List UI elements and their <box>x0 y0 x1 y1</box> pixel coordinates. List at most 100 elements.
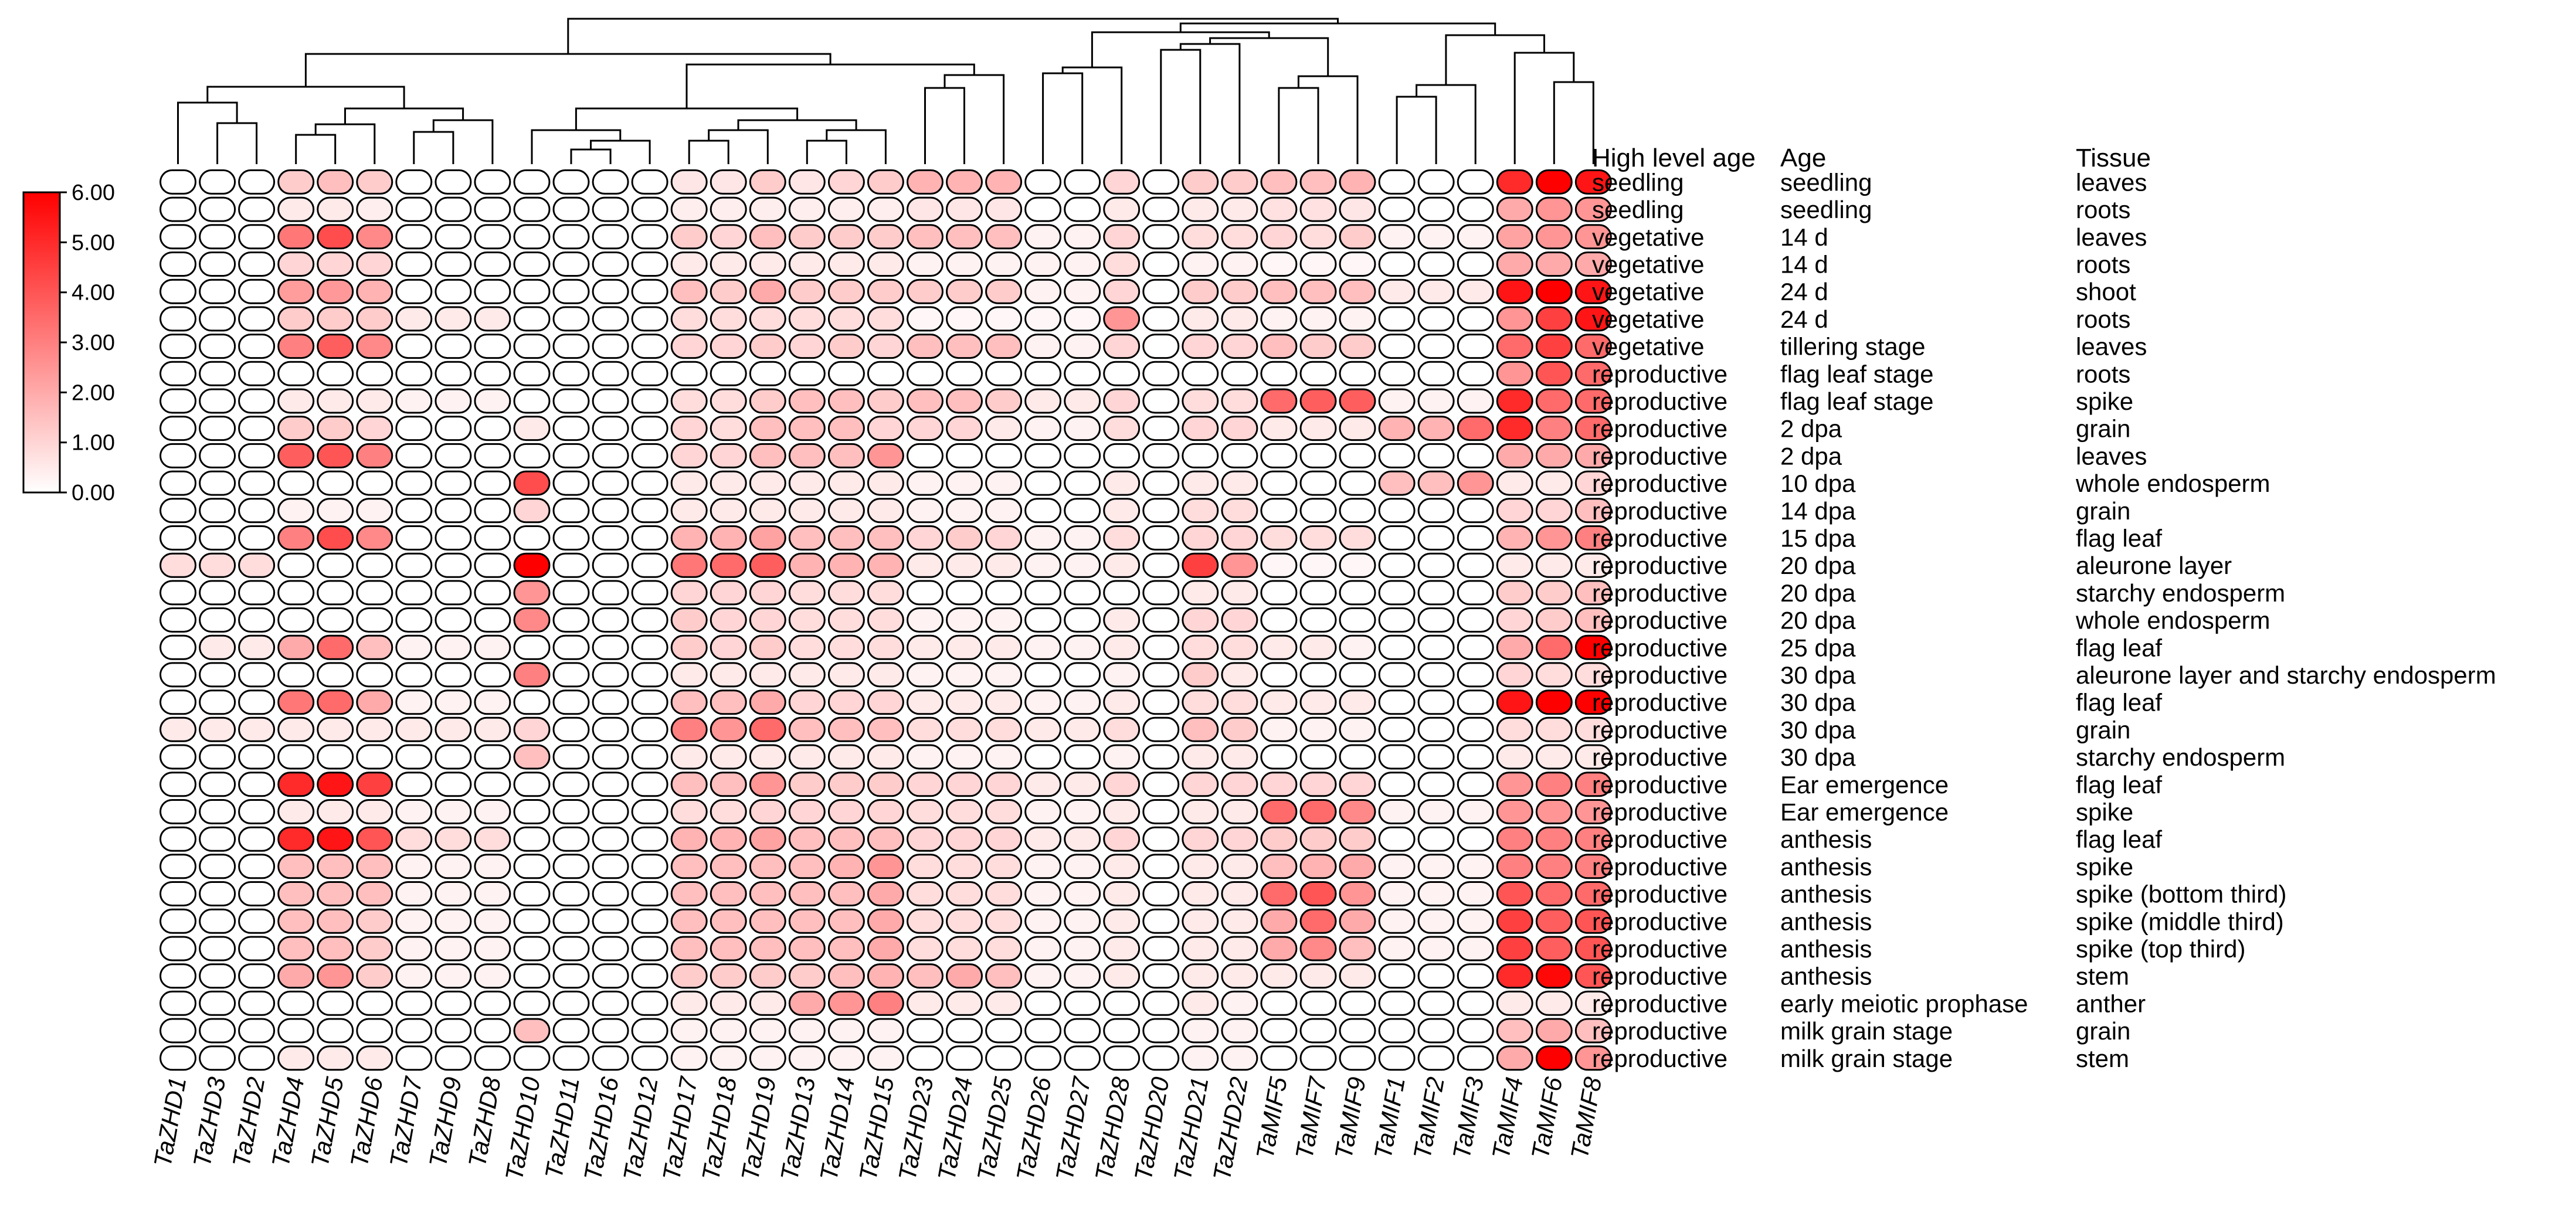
heatmap-cell <box>199 278 236 304</box>
heatmap-cell <box>592 716 629 742</box>
heatmap-cell <box>1574 470 1612 496</box>
heatmap-cell <box>985 196 1023 222</box>
heatmap-cell <box>788 716 826 742</box>
heatmap-cell <box>277 306 315 332</box>
heatmap-cell <box>1182 908 1219 934</box>
heatmap-cell <box>1417 1045 1455 1071</box>
heatmap-cell <box>631 169 668 195</box>
heatmap-cell <box>907 772 943 797</box>
heatmap-cell <box>435 744 472 770</box>
heatmap-cell <box>395 607 433 633</box>
heatmap-cell <box>356 306 393 332</box>
heatmap-cell <box>749 662 786 688</box>
heatmap-cell <box>827 689 865 715</box>
heatmap-cell <box>1024 443 1062 468</box>
heatmap-cell <box>435 416 472 441</box>
heatmap-cell <box>277 334 315 359</box>
heatmap-cell <box>670 881 708 906</box>
heatmap-cell <box>1142 634 1180 660</box>
heatmap-cell <box>1299 990 1337 1016</box>
heatmap-cell <box>1103 525 1141 551</box>
heatmap-cell <box>985 169 1023 195</box>
row-annotation-label: seedling <box>1780 196 1872 223</box>
heatmap-cell <box>710 744 747 770</box>
heatmap-cell <box>1457 716 1494 742</box>
heatmap-cell <box>513 1045 551 1071</box>
heatmap-cell <box>985 498 1023 524</box>
heatmap-cell <box>1024 416 1062 441</box>
row-annotation-label: reproductive <box>1592 963 1727 990</box>
heatmap-cell <box>907 963 943 989</box>
heatmap-cell <box>238 416 276 441</box>
heatmap-cell <box>435 1018 472 1044</box>
heatmap-cell <box>159 854 196 879</box>
heatmap-cell <box>1574 306 1612 332</box>
heatmap-cell <box>159 1018 196 1044</box>
heatmap-cell <box>1574 689 1612 715</box>
heatmap-cell <box>631 607 668 633</box>
heatmap-cell <box>670 634 708 660</box>
heatmap-cell <box>277 963 315 989</box>
heatmap-cell <box>1103 470 1141 496</box>
heatmap-cell <box>513 662 551 688</box>
heatmap-cell <box>435 689 472 715</box>
heatmap-cell <box>670 1045 708 1071</box>
heatmap-cell <box>238 716 276 742</box>
heatmap-cell <box>631 361 668 386</box>
row-annotation-label: Ear emergence <box>1780 799 1949 826</box>
heatmap-cell <box>1182 854 1219 879</box>
heatmap-cell <box>238 361 276 386</box>
heatmap-cell <box>1496 854 1533 879</box>
heatmap-cell <box>435 716 472 742</box>
heatmap-cell <box>1299 908 1337 934</box>
row-annotation-label: vegetative <box>1592 278 1704 305</box>
heatmap-cell <box>474 416 511 441</box>
row-annotation-label: 14 d <box>1780 251 1828 278</box>
heatmap-cell <box>1103 224 1141 250</box>
heatmap-cell <box>1024 470 1062 496</box>
heatmap-cell <box>985 580 1023 606</box>
heatmap-cell <box>317 361 354 386</box>
heatmap-cell <box>317 990 354 1016</box>
heatmap-cell <box>1142 252 1180 277</box>
heatmap-cell <box>1417 908 1455 934</box>
heatmap-cell <box>277 826 315 852</box>
heatmap-cell <box>1417 689 1455 715</box>
heatmap-cell <box>946 388 983 414</box>
heatmap-cell <box>1535 1045 1573 1071</box>
heatmap-cell <box>749 580 786 606</box>
heatmap-cell <box>1260 799 1298 824</box>
heatmap-cell <box>435 525 472 551</box>
heatmap-cell <box>277 772 315 797</box>
heatmap-cell <box>749 744 786 770</box>
heatmap-cell <box>435 1045 472 1071</box>
heatmap-cell <box>749 990 786 1016</box>
heatmap-cell <box>867 361 904 386</box>
heatmap-cell <box>1142 388 1180 414</box>
dendrogram-branch <box>1297 75 1359 164</box>
heatmap-cell <box>1260 470 1298 496</box>
heatmap-cell <box>513 525 551 551</box>
heatmap-cell <box>1339 689 1376 715</box>
heatmap-cell <box>1535 908 1573 934</box>
heatmap-cell <box>1182 498 1219 524</box>
heatmap-cell <box>749 607 786 633</box>
heatmap-cell <box>985 634 1023 660</box>
heatmap-cell <box>1378 744 1416 770</box>
heatmap-cell <box>1574 908 1612 934</box>
heatmap-cell <box>788 580 826 606</box>
heatmap-cell <box>552 772 590 797</box>
heatmap-cell <box>474 224 511 250</box>
heatmap-cell <box>552 552 590 578</box>
heatmap-cell <box>1496 306 1533 332</box>
heatmap-cell <box>1260 306 1298 332</box>
heatmap-cell <box>1339 224 1376 250</box>
heatmap-cell <box>317 772 354 797</box>
heatmap-cell <box>356 716 393 742</box>
heatmap-cell <box>1339 662 1376 688</box>
heatmap-cell <box>1378 278 1416 304</box>
heatmap-cell <box>827 580 865 606</box>
heatmap-cell <box>788 689 826 715</box>
heatmap-cell <box>827 662 865 688</box>
heatmap-cell <box>277 443 315 468</box>
